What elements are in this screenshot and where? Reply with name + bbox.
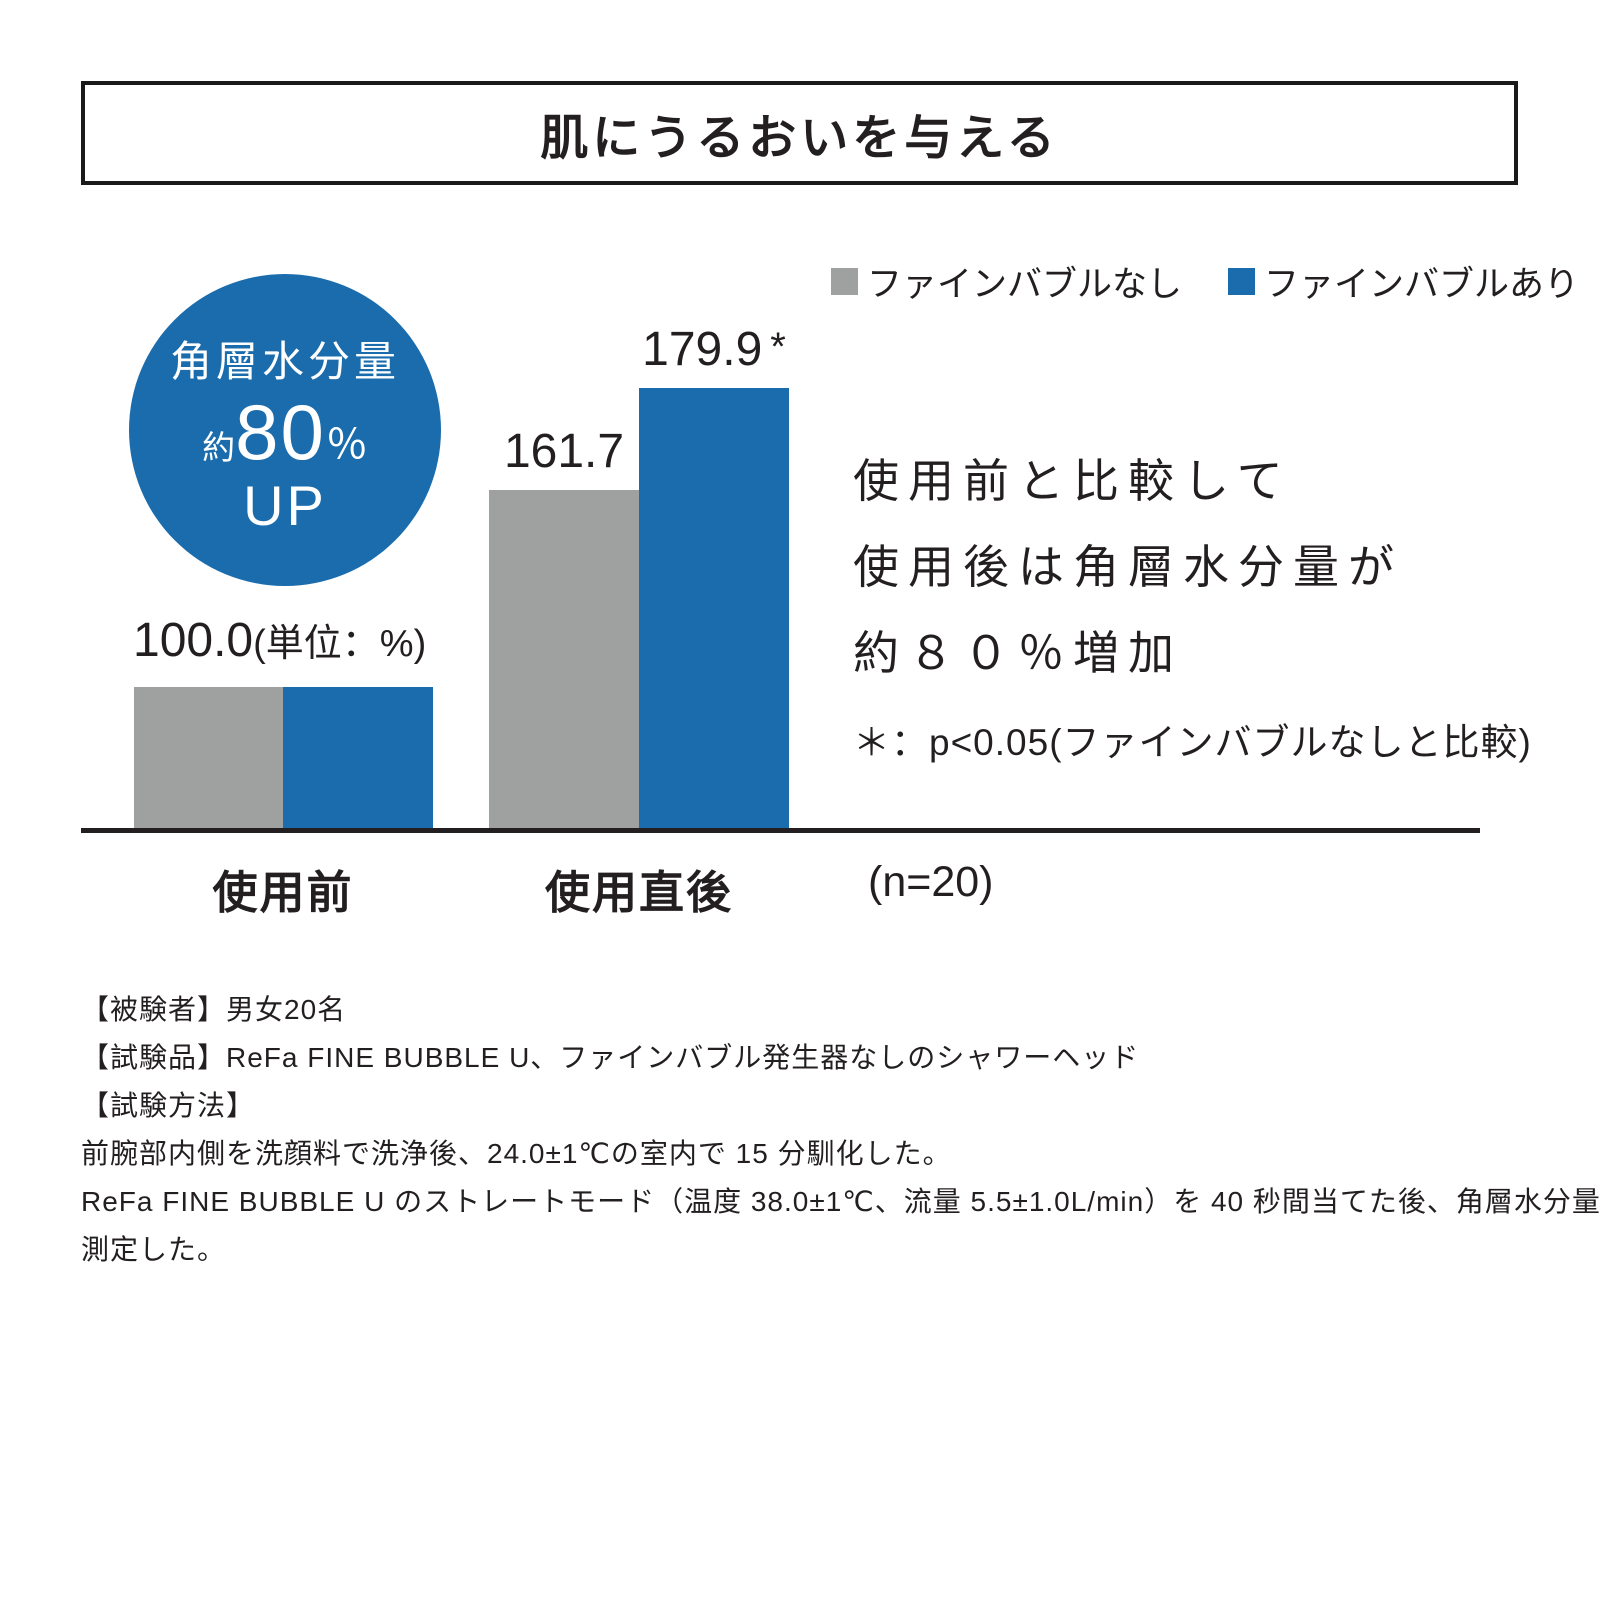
legend-label-without-finebubble: ファインバブルなし	[867, 265, 1183, 304]
legend-label-with-finebubble: ファインバブルあり	[1264, 265, 1580, 304]
category-label-before: 使用前	[212, 867, 354, 918]
legend-swatch-blue	[1228, 268, 1256, 295]
value-before: 100.0	[133, 614, 254, 667]
bar-after-without-finebubble	[489, 490, 639, 828]
value-label-after-gray: 161.7	[503, 425, 625, 478]
x-axis-line	[81, 828, 1480, 833]
note-subjects: 【被験者】男女20名	[81, 994, 347, 1025]
page-title: 肌にうるおいを与える	[540, 112, 1059, 165]
bar-after-with-finebubble	[639, 388, 789, 828]
significance-note: ＊：p<0.05(ファインバブルなしと比較)	[853, 722, 1532, 763]
badge-percent: ％	[325, 421, 368, 468]
sample-size-label: (n=20)	[868, 858, 994, 906]
note-test-products: 【試験品】ReFa FINE BUBBLE U、ファインバブル発生器なしのシャワ…	[81, 1042, 1140, 1073]
value-label-after-blue: 179.9 *	[604, 322, 824, 377]
note-method-heading: 【試験方法】	[81, 1090, 256, 1121]
significance-asterisk: *	[770, 325, 786, 369]
legend-item-with-finebubble: ファインバブルあり	[1228, 256, 1579, 307]
badge-title: 角層水分量	[169, 338, 400, 385]
category-label-after: 使用直後	[544, 867, 733, 918]
chart-legend: ファインバブルなし ファインバブルあり	[831, 256, 1579, 307]
result-callout: 使用前と比較して 使用後は角層水分量が 約８０％増加	[853, 438, 1403, 696]
test-notes: 【被験者】男女20名 【試験品】ReFa FINE BUBBLE U、ファインバ…	[81, 986, 1600, 1274]
badge-number: 80	[235, 388, 326, 476]
badge-value: 約80％	[202, 393, 368, 471]
unit-label: (単位：%)	[253, 623, 427, 665]
badge-suffix: UP	[243, 474, 327, 537]
note-method-line-3: 測定した。	[81, 1234, 227, 1265]
bar-before-with-finebubble	[283, 687, 433, 828]
note-method-line-1: 前腕部内側を洗顔料で洗浄後、24.0±1℃の室内で 15 分馴化した。	[81, 1138, 952, 1169]
legend-swatch-gray	[831, 268, 858, 295]
callout-line-1: 使用前と比較して	[853, 455, 1292, 507]
value-label-before: 100.0(単位：%)	[133, 612, 426, 668]
bar-before-without-finebubble	[134, 687, 283, 828]
note-method-line-2: ReFa FINE BUBBLE U のストレートモード（温度 38.0±1℃、…	[81, 1186, 1600, 1217]
value-after-blue: 179.9	[642, 323, 763, 376]
legend-item-without-finebubble: ファインバブルなし	[831, 256, 1182, 307]
moisture-up-badge: 角層水分量 約80％ UP	[129, 274, 441, 586]
title-box: 肌にうるおいを与える	[81, 81, 1518, 185]
callout-line-3: 約８０％増加	[853, 627, 1183, 679]
badge-approx: 約	[202, 429, 236, 466]
callout-line-2: 使用後は角層水分量が	[853, 541, 1403, 593]
